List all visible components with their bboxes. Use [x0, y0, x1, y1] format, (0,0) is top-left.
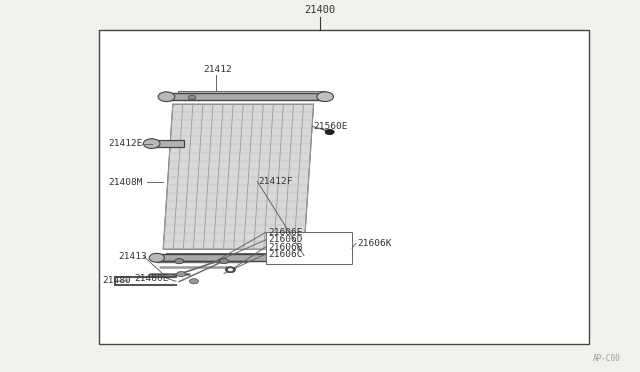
Text: 21408M: 21408M — [109, 178, 143, 187]
Text: 21606D: 21606D — [269, 235, 303, 244]
Circle shape — [325, 129, 334, 135]
Text: 21560E: 21560E — [314, 122, 348, 131]
Text: 21480E: 21480E — [134, 274, 169, 283]
Bar — [166, 253, 315, 260]
Circle shape — [305, 253, 321, 262]
Text: 21400: 21400 — [305, 5, 335, 15]
Circle shape — [158, 92, 175, 102]
Circle shape — [228, 268, 233, 271]
Text: 21412F: 21412F — [259, 177, 293, 186]
Bar — [165, 93, 325, 100]
Text: 21606C: 21606C — [269, 250, 303, 259]
Bar — [99, 30, 589, 344]
Circle shape — [149, 253, 164, 262]
Bar — [178, 91, 325, 97]
Circle shape — [317, 92, 333, 102]
Text: 21606K: 21606K — [357, 239, 392, 248]
Text: 21480: 21480 — [102, 276, 131, 285]
Circle shape — [175, 259, 184, 264]
Circle shape — [220, 259, 228, 264]
Text: 21412E: 21412E — [109, 139, 143, 148]
Circle shape — [225, 267, 236, 273]
Circle shape — [143, 139, 160, 148]
Bar — [266, 232, 352, 264]
Text: AP-C00: AP-C00 — [593, 354, 621, 363]
Text: 21412: 21412 — [204, 65, 232, 74]
Bar — [148, 140, 184, 147]
Text: 21606E: 21606E — [269, 228, 303, 237]
Text: 21413: 21413 — [118, 252, 147, 261]
Polygon shape — [163, 104, 314, 249]
Bar — [157, 254, 314, 261]
Circle shape — [177, 272, 186, 277]
Text: 21606B: 21606B — [269, 243, 303, 251]
Circle shape — [188, 95, 196, 100]
Circle shape — [189, 279, 198, 284]
